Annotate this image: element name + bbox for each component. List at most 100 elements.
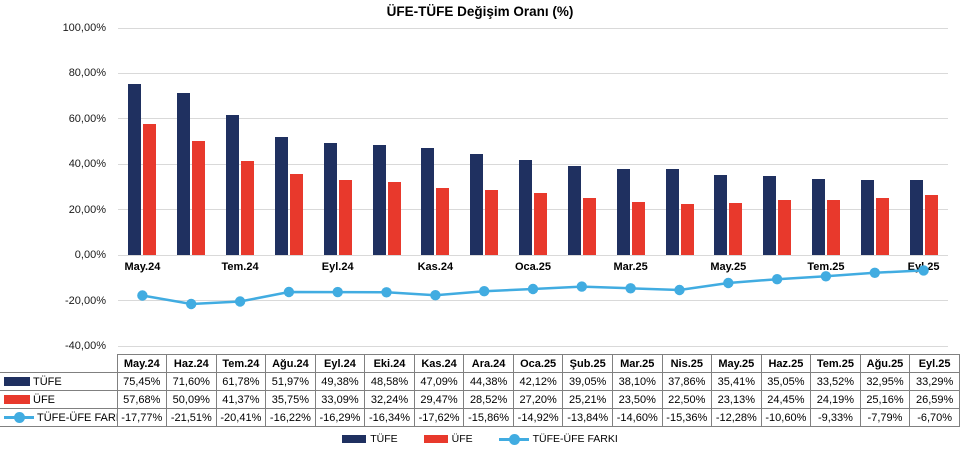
- x-axis-tick-label: May.24: [124, 261, 161, 274]
- üfe-series-key-icon: [4, 395, 30, 404]
- bar-ufe: [875, 198, 889, 256]
- gridline: [118, 300, 948, 302]
- bar-ufe: [387, 181, 401, 256]
- line-marker: [625, 283, 636, 294]
- bar-tufe: [909, 179, 923, 256]
- line-marker: [332, 286, 343, 298]
- plot-area: 100,00% 80,00% 60,00% 40,00% 20,00% 0,00% -20,…: [63, 22, 948, 352]
- table-row: ÜFE 57,68% 50,09% 41,37% 35,75% 33,09% 32,24% 2…: [0, 390, 960, 409]
- legend-swatch-icon: [342, 435, 367, 443]
- table-value-cell: 75,45%: [116, 372, 168, 391]
- gridline: [118, 209, 948, 211]
- table-value-cell: 28,52%: [463, 390, 514, 409]
- table-value-cell: -10,60%: [760, 408, 812, 427]
- table-value-cell: 37,86%: [661, 372, 713, 391]
- line-marker: [869, 267, 880, 278]
- table-month-header: Eyl.25: [909, 354, 960, 373]
- chart-legend: TÜFE ÜFE TÜFE-ÜFE FARKI: [0, 431, 960, 447]
- bar-ufe: [778, 199, 792, 256]
- table-value-cell: 49,38%: [314, 372, 366, 391]
- legend-item: TÜFE: [342, 433, 398, 445]
- table-value-cell: 50,09%: [166, 390, 217, 409]
- table-value-cell: 42,12%: [512, 372, 564, 391]
- bar-tufe: [372, 144, 386, 256]
- legend-item: TÜFE-ÜFE FARKI: [498, 433, 618, 445]
- fark-line: [142, 269, 924, 306]
- table-value-cell: -7,79%: [859, 408, 911, 427]
- bar-tufe: [226, 114, 240, 256]
- table-value-cell: 24,45%: [760, 390, 812, 409]
- row-label-text: TÜFE: [33, 375, 62, 388]
- row-label-inner: TÜFE-ÜFE FARKI: [1, 412, 116, 424]
- gridline: [118, 118, 948, 120]
- gridline: [118, 254, 948, 256]
- table-value-cell: 57,68%: [116, 390, 168, 409]
- table-value-cell: 23,13%: [711, 390, 762, 409]
- table-value-cell: 35,05%: [760, 372, 812, 391]
- legend-item-label: ÜFE: [451, 433, 473, 445]
- gridline: [118, 163, 948, 165]
- y-axis-tick-label: -20,00%: [65, 294, 106, 307]
- y-axis-tick-label: 60,00%: [68, 112, 106, 125]
- tüfe-series-key-icon: [4, 377, 30, 386]
- line-marker: [430, 290, 441, 301]
- legend-line-key-icon: [498, 433, 529, 445]
- line-marker: [576, 281, 587, 292]
- row-label-text: TÜFE-ÜFE FARKI: [37, 411, 116, 424]
- x-axis-tick-label: Kas.24: [417, 261, 454, 274]
- table-month-header: Nis.25: [661, 354, 713, 373]
- table-value-cell: 33,09%: [314, 390, 366, 409]
- fark-series-key-icon: [4, 412, 34, 423]
- table-value-cell: -16,34%: [364, 408, 415, 427]
- legend-item: ÜFE: [423, 433, 473, 445]
- bar-tufe: [323, 143, 337, 256]
- table-row-label: TÜFE: [0, 372, 118, 391]
- bar-ufe: [924, 194, 938, 256]
- x-axis-tick-label: Eyl.25: [907, 261, 940, 274]
- bar-tufe: [519, 159, 532, 256]
- table-value-cell: 22,50%: [661, 390, 713, 409]
- line-marker: [479, 286, 490, 297]
- table-value-cell: 39,05%: [562, 372, 613, 391]
- x-axis-tick-label: Tem.25: [807, 261, 845, 274]
- bar-tufe: [567, 166, 581, 256]
- table-value-cell: 61,78%: [215, 372, 267, 391]
- bar-tufe: [274, 137, 288, 256]
- table-value-cell: -17,77%: [116, 408, 168, 427]
- table-value-cell: 41,37%: [215, 390, 267, 409]
- table-value-cell: 25,16%: [859, 390, 911, 409]
- table-month-header: Şub.25: [562, 354, 613, 373]
- y-axis-tick-label: 0,00%: [74, 249, 106, 262]
- bar-ufe: [729, 202, 743, 256]
- y-axis-tick-label: -40,00%: [65, 340, 106, 352]
- y-axis-tick-label: 80,00%: [68, 67, 106, 80]
- bar-ufe: [143, 124, 157, 256]
- bar-ufe: [241, 161, 255, 256]
- table-month-header: Tem.24: [215, 354, 267, 373]
- line-marker: [723, 277, 734, 289]
- x-axis-tick-label: May.25: [710, 261, 747, 274]
- table-value-cell: 29,47%: [413, 390, 465, 409]
- table-value-cell: 24,19%: [810, 390, 861, 409]
- gridline: [118, 345, 948, 347]
- bar-tufe: [616, 168, 630, 256]
- table-row: TÜFE-ÜFE FARKI-17,77%-21,51%-20,41% -16,2…: [0, 408, 960, 427]
- table-value-cell: -16,29%: [314, 408, 366, 427]
- table-value-cell: -21,51%: [166, 408, 217, 427]
- table-value-cell: 26,59%: [909, 390, 960, 409]
- table-month-header: Haz.24: [166, 354, 217, 373]
- table-value-cell: 48,58%: [364, 372, 415, 391]
- table-row: TÜFE 75,45% 71,60% 61,78% 51,97% 49,38% 48,58%…: [0, 372, 960, 391]
- bar-tufe: [128, 83, 142, 256]
- bar-tufe: [421, 148, 435, 256]
- table-month-header: Tem.25: [810, 354, 861, 373]
- table-value-cell: 23,50%: [611, 390, 663, 409]
- table-value-cell: 33,52%: [810, 372, 861, 391]
- table-value-cell: -20,41%: [215, 408, 267, 427]
- x-axis-tick-label: Oca.25: [514, 261, 552, 274]
- table-row-label: ÜFE: [0, 390, 118, 409]
- table-month-header: Ara.24: [463, 354, 514, 373]
- bar-ufe: [582, 197, 596, 256]
- table-value-cell: 47,09%: [413, 372, 465, 391]
